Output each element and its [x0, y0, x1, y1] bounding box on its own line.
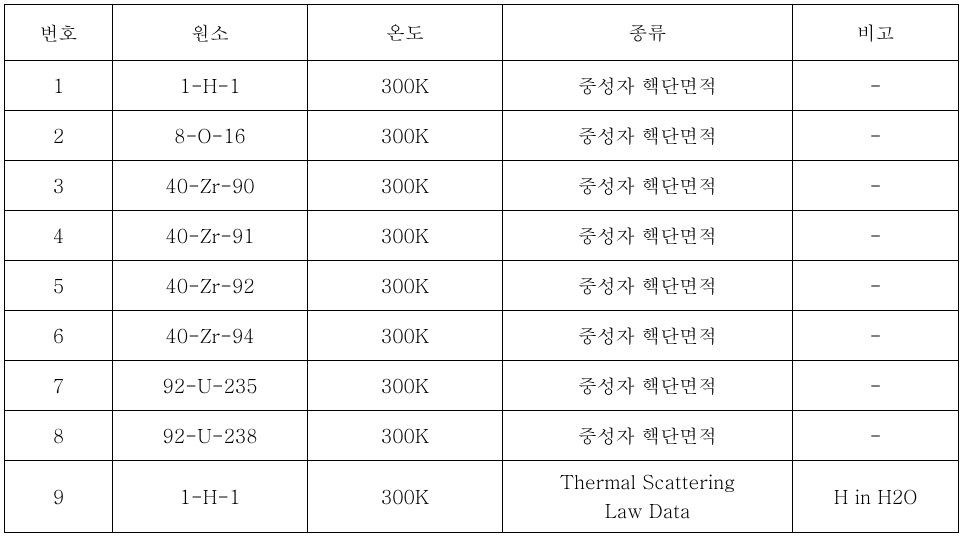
- column-header-number: 번호: [5, 5, 113, 61]
- cell-note: -: [793, 161, 959, 211]
- column-header-note: 비고: [793, 5, 959, 61]
- cell-element: 40-Zr-92: [113, 261, 308, 311]
- table-row: 1 1-H-1 300K 중성자 핵단면적 -: [5, 61, 959, 111]
- cell-element: 1-H-1: [113, 461, 308, 533]
- cell-number: 6: [5, 311, 113, 361]
- cell-type: 중성자 핵단면적: [503, 211, 793, 261]
- cell-note: -: [793, 261, 959, 311]
- cell-note: -: [793, 311, 959, 361]
- cell-temperature: 300K: [308, 411, 503, 461]
- column-header-temperature: 온도: [308, 5, 503, 61]
- cell-note: -: [793, 411, 959, 461]
- cell-type: 중성자 핵단면적: [503, 261, 793, 311]
- cell-temperature: 300K: [308, 111, 503, 161]
- table-row: 7 92-U-235 300K 중성자 핵단면적 -: [5, 361, 959, 411]
- table-row: 8 92-U-238 300K 중성자 핵단면적 -: [5, 411, 959, 461]
- cell-note: -: [793, 111, 959, 161]
- cell-temperature: 300K: [308, 361, 503, 411]
- cell-element: 40-Zr-90: [113, 161, 308, 211]
- cell-type: 중성자 핵단면적: [503, 61, 793, 111]
- cell-note: -: [793, 61, 959, 111]
- cell-temperature: 300K: [308, 161, 503, 211]
- cell-element: 92-U-238: [113, 411, 308, 461]
- cell-type: 중성자 핵단면적: [503, 361, 793, 411]
- cell-note: H in H2O: [793, 461, 959, 533]
- cell-number: 2: [5, 111, 113, 161]
- cell-type-line1: Thermal Scattering: [560, 468, 736, 495]
- table-row: 4 40-Zr-91 300K 중성자 핵단면적 -: [5, 211, 959, 261]
- cell-number: 8: [5, 411, 113, 461]
- cell-number: 9: [5, 461, 113, 533]
- cell-element: 1-H-1: [113, 61, 308, 111]
- cell-temperature: 300K: [308, 61, 503, 111]
- cell-temperature: 300K: [308, 311, 503, 361]
- cell-element: 92-U-235: [113, 361, 308, 411]
- cell-type: 중성자 핵단면적: [503, 311, 793, 361]
- cell-number: 5: [5, 261, 113, 311]
- cell-temperature: 300K: [308, 261, 503, 311]
- table-body: 1 1-H-1 300K 중성자 핵단면적 - 2 8-O-16 300K 중성…: [5, 61, 959, 533]
- cell-note: -: [793, 361, 959, 411]
- table-row: 5 40-Zr-92 300K 중성자 핵단면적 -: [5, 261, 959, 311]
- table-row: 2 8-O-16 300K 중성자 핵단면적 -: [5, 111, 959, 161]
- cell-type: 중성자 핵단면적: [503, 161, 793, 211]
- cell-number: 4: [5, 211, 113, 261]
- table-row: 9 1-H-1 300K Thermal Scattering Law Data…: [5, 461, 959, 533]
- cell-element: 8-O-16: [113, 111, 308, 161]
- cell-temperature: 300K: [308, 211, 503, 261]
- table-header-row: 번호 원소 온도 종류 비고: [5, 5, 959, 61]
- cell-type: 중성자 핵단면적: [503, 411, 793, 461]
- cell-type: 중성자 핵단면적: [503, 111, 793, 161]
- cell-number: 3: [5, 161, 113, 211]
- isotope-data-table: 번호 원소 온도 종류 비고 1 1-H-1 300K 중성자 핵단면적 - 2…: [4, 4, 959, 533]
- cell-type-line2: Law Data: [605, 497, 691, 524]
- cell-note: -: [793, 211, 959, 261]
- cell-element: 40-Zr-94: [113, 311, 308, 361]
- table-header: 번호 원소 온도 종류 비고: [5, 5, 959, 61]
- cell-number: 1: [5, 61, 113, 111]
- column-header-type: 종류: [503, 5, 793, 61]
- cell-temperature: 300K: [308, 461, 503, 533]
- column-header-element: 원소: [113, 5, 308, 61]
- cell-number: 7: [5, 361, 113, 411]
- cell-type: Thermal Scattering Law Data: [503, 461, 793, 533]
- table-row: 3 40-Zr-90 300K 중성자 핵단면적 -: [5, 161, 959, 211]
- cell-element: 40-Zr-91: [113, 211, 308, 261]
- table-row: 6 40-Zr-94 300K 중성자 핵단면적 -: [5, 311, 959, 361]
